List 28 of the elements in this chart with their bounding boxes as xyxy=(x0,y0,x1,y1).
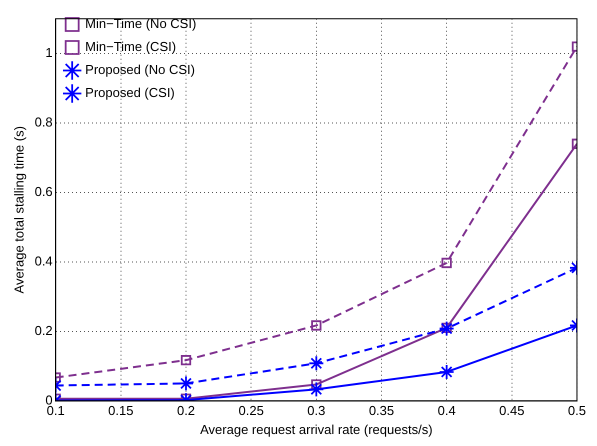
x-tick-label: 0.45 xyxy=(499,403,524,418)
point xyxy=(438,364,455,380)
point xyxy=(442,258,452,268)
x-tick-label: 0.5 xyxy=(568,403,586,418)
point xyxy=(438,320,455,336)
point xyxy=(311,379,322,390)
x-axis-title: Average request arrival rate (requests/s) xyxy=(200,422,433,437)
x-tick-label: 0.25 xyxy=(238,403,264,418)
point xyxy=(311,320,322,331)
y-axis-title: Average total stalling time (s) xyxy=(11,126,26,294)
y-tick-label: 1 xyxy=(45,45,53,60)
x-tick-label: 0.35 xyxy=(368,403,394,418)
point xyxy=(308,381,324,398)
point xyxy=(180,355,192,366)
x-tick-label: 0.2 xyxy=(176,403,196,418)
point xyxy=(178,376,194,392)
y-tick-label: 0.2 xyxy=(34,322,53,338)
x-tick-label: 0.15 xyxy=(108,403,134,418)
y-tick-label: 0.6 xyxy=(34,184,53,200)
y-tick-label: 0.4 xyxy=(34,253,53,268)
y-tick-label: 0.8 xyxy=(34,114,53,130)
legend-label: Proposed (CSI) xyxy=(85,85,175,100)
x-tick-label: 0.3 xyxy=(307,403,326,418)
legend-label: Proposed (No CSI) xyxy=(85,62,195,78)
legend-label: Min−Time (No CSI) xyxy=(85,16,196,32)
point xyxy=(308,355,324,372)
x-tick-label: 0.4 xyxy=(438,403,456,418)
legend-label: Min−Time (CSI) xyxy=(85,39,176,54)
